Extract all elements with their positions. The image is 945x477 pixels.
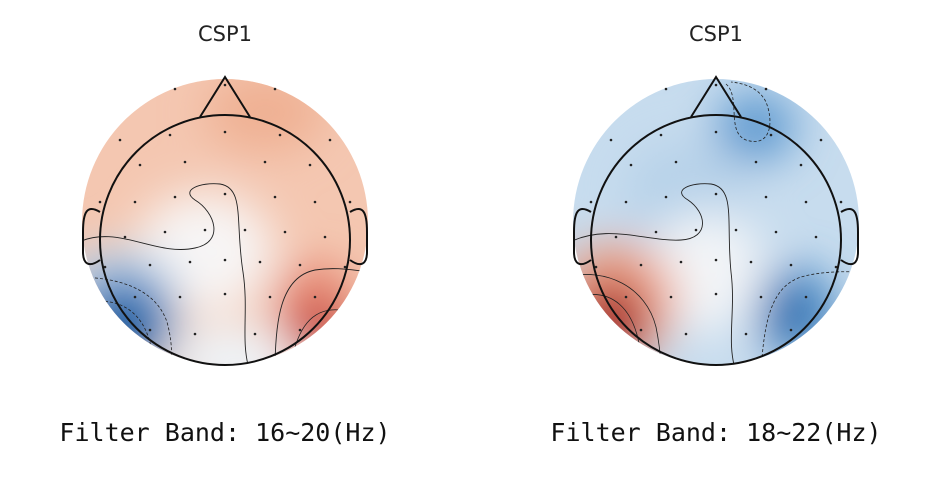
electrode-dots xyxy=(589,83,843,336)
scalp-heatmap xyxy=(82,79,368,365)
topomap-left xyxy=(82,75,368,366)
head-outline xyxy=(573,75,859,366)
topomap-panel-right: CSP1 xyxy=(516,0,916,477)
scalp-heatmap xyxy=(573,79,859,365)
head-outline xyxy=(82,75,368,366)
topomap-right xyxy=(573,75,859,366)
electrode-dots xyxy=(98,83,352,336)
filter-band-label: Filter Band: 16~20(Hz) xyxy=(59,418,391,447)
topomap-title: CSP1 xyxy=(688,22,744,46)
topomap-title: CSP1 xyxy=(197,22,253,46)
topomap-panel-left: CSP1 xyxy=(25,0,425,477)
filter-band-label: Filter Band: 18~22(Hz) xyxy=(550,418,882,447)
